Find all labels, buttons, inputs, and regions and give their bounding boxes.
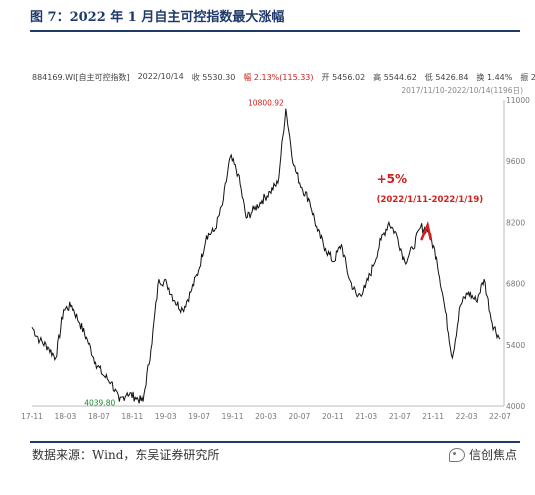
data-source: 数据来源：Wind，东吴证券研究所 <box>32 448 220 462</box>
x-tick-label: 22-03 <box>456 412 478 421</box>
y-tick-label: 4000 <box>506 402 525 411</box>
x-tick-label: 19-07 <box>188 412 210 421</box>
title-rule <box>30 30 520 32</box>
max-value-label: 10800.92 <box>248 99 284 108</box>
figure-title: 图 7：2022 年 1 月自主可控指数最大涨幅 <box>30 10 285 25</box>
quote-date: 2022/10/14 <box>137 72 184 81</box>
x-tick-label: 21-03 <box>355 412 377 421</box>
y-tick-label: 6800 <box>506 280 525 289</box>
y-tick-label: 11000 <box>506 96 530 105</box>
turnover-rate: 换 1.44% <box>476 73 513 82</box>
chat-bubble-icon <box>448 447 465 462</box>
high-price: 高 5544.62 <box>373 73 417 82</box>
brand-mark: 信创焦点 <box>448 446 517 463</box>
index-series-line <box>31 108 501 404</box>
brand-name: 信创焦点 <box>468 448 517 462</box>
info-bar: 884169.WI[自主可控指数] 2022/10/14 收 5530.30 幅… <box>32 72 535 83</box>
x-tick-label: 20-11 <box>322 412 344 421</box>
change-value: 幅 2.13%(115.33) <box>243 73 314 82</box>
open-price: 开 5456.02 <box>321 73 366 82</box>
x-tick-label: 17-11 <box>21 412 43 421</box>
source-rule <box>30 441 520 443</box>
x-tick-label: 21-07 <box>389 412 411 421</box>
x-tick-label: 22-07 <box>489 412 511 421</box>
x-tick-label: 19-11 <box>222 412 244 421</box>
min-value-label: 4039.80 <box>84 399 115 408</box>
x-tick-label: 20-07 <box>289 412 311 421</box>
x-tick-label: 18-11 <box>121 412 143 421</box>
date-range: 2017/11/10-2022/10/14(1196日) <box>401 86 523 95</box>
x-tick-label: 18-07 <box>88 412 110 421</box>
amplitude-rate: 振 2.18% <box>520 73 535 82</box>
x-tick-label: 20-03 <box>255 412 277 421</box>
index-code: 884169.WI[自主可控指数] <box>32 73 130 82</box>
x-tick-label: 21-11 <box>422 412 444 421</box>
y-tick-label: 9600 <box>506 157 525 166</box>
y-tick-label: 8200 <box>506 218 525 227</box>
gain-period-annotation: (2022/1/11-2022/1/19) <box>377 195 484 205</box>
close-price: 收 5530.30 <box>191 73 236 82</box>
gain-arrow-mark <box>420 221 432 241</box>
low-price: 低 5426.84 <box>424 73 469 82</box>
y-tick-label: 5400 <box>506 341 525 350</box>
x-tick-label: 19-03 <box>155 412 177 421</box>
x-tick-label: 18-03 <box>55 412 77 421</box>
gain-annotation: +5% <box>377 172 407 186</box>
